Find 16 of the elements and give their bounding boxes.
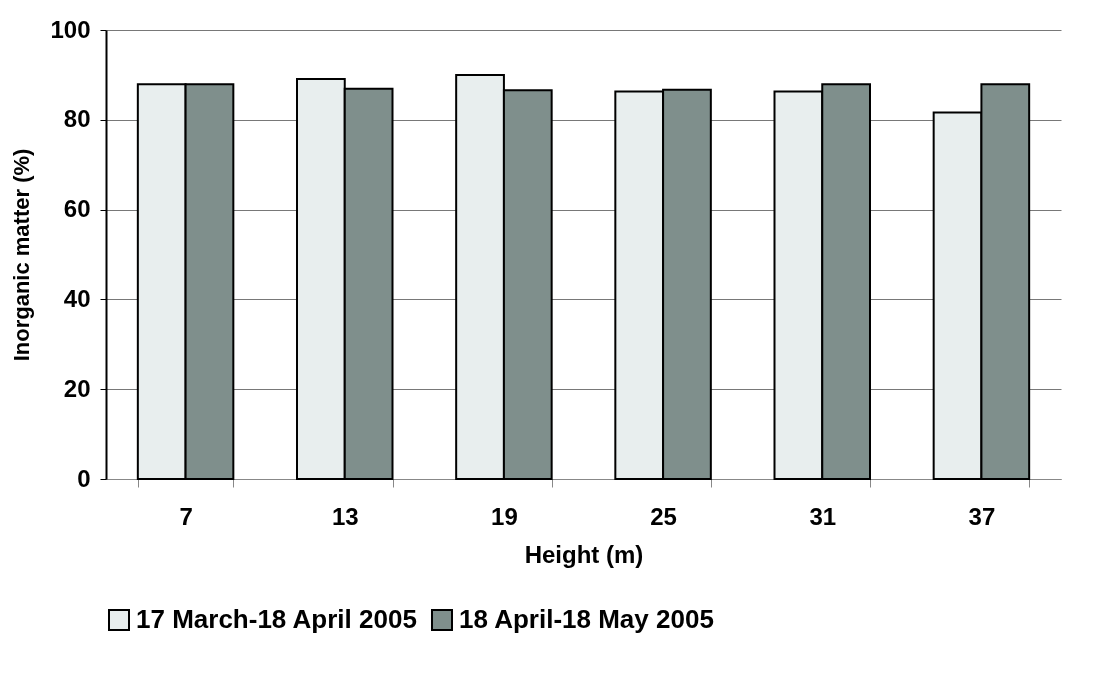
y-tick-label: 40 bbox=[63, 284, 91, 312]
y-tick-label: 0 bbox=[77, 464, 91, 492]
x-tick-label: 25 bbox=[650, 502, 677, 530]
x-tick-label: 7 bbox=[179, 502, 193, 530]
x-tick-label: 31 bbox=[809, 502, 837, 530]
legend-label: 17 March-18 April 2005 bbox=[136, 604, 417, 634]
x-tick-label: 37 bbox=[968, 502, 996, 530]
legend-label: 18 April-18 May 2005 bbox=[459, 604, 714, 634]
y-tick-label: 60 bbox=[63, 195, 91, 223]
x-axis-title: Height (m) bbox=[524, 540, 644, 568]
x-tick-label: 19 bbox=[491, 502, 518, 530]
y-tick-label: 20 bbox=[63, 374, 91, 402]
y-axis-title: Inorganic matter (%) bbox=[9, 148, 35, 362]
y-tick-label: 80 bbox=[63, 105, 91, 133]
x-tick-label: 13 bbox=[331, 502, 359, 530]
y-tick-label: 100 bbox=[50, 15, 91, 43]
